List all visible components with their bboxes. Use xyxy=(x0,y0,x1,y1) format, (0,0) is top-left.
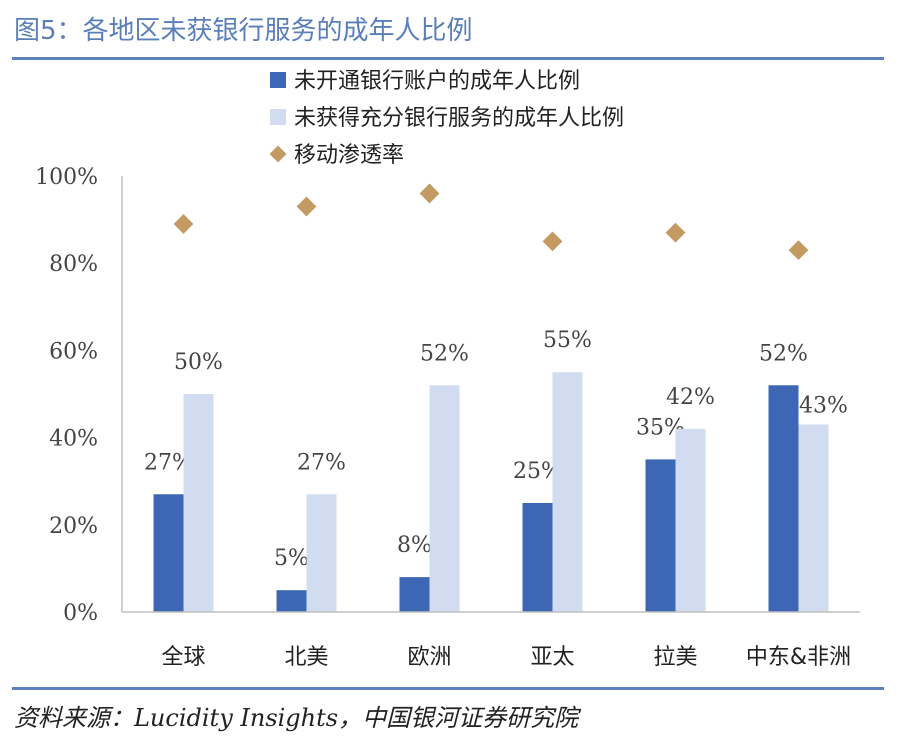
data-label-series2-2: 27% xyxy=(297,450,346,475)
bar-series2-4 xyxy=(552,372,583,612)
bar-series2-1 xyxy=(183,394,214,612)
bar-series1-6 xyxy=(768,385,799,612)
data-label-series2-5: 42% xyxy=(666,385,715,410)
plot-area: 27%50%5%27%8%52%25%55%35%42%52%43% xyxy=(144,183,848,612)
data-label-series2-3: 52% xyxy=(420,341,469,366)
bar-series2-6 xyxy=(798,424,829,612)
x-axis: 全球 北美 欧洲 亚太 拉美 中东&非洲 xyxy=(122,611,860,670)
x-category-label: 中东&非洲 xyxy=(746,645,851,670)
x-category-label: 亚太 xyxy=(530,645,574,670)
y-tick-label: 60% xyxy=(49,339,98,364)
x-category-label: 北美 xyxy=(284,645,328,670)
marker-mobile-penetration-1 xyxy=(173,214,194,234)
data-label-series2-6: 43% xyxy=(799,394,848,419)
y-axis: 0% 20% 40% 60% 80% 100% xyxy=(35,165,123,626)
source-divider xyxy=(12,687,884,690)
data-label-series1-6: 52% xyxy=(759,341,808,366)
source-note: 资料来源：Lucidity Insights，中国银河证券研究院 xyxy=(14,704,579,732)
x-category-label: 全球 xyxy=(161,645,205,670)
bar-series2-5 xyxy=(675,428,706,612)
y-tick-label: 80% xyxy=(49,252,98,277)
legend-label-3: 移动渗透率 xyxy=(294,143,404,168)
marker-mobile-penetration-5 xyxy=(665,222,686,243)
bar-series1-3 xyxy=(399,577,430,612)
figure-title: 图5：各地区未获银行服务的成年人比例 xyxy=(14,16,473,46)
bar-series1-4 xyxy=(522,503,553,612)
y-tick-label: 40% xyxy=(49,427,98,452)
data-label-series1-2: 5% xyxy=(274,546,309,571)
data-label-series2-4: 55% xyxy=(543,328,592,353)
data-label-series2-1: 50% xyxy=(174,350,223,375)
marker-mobile-penetration-2 xyxy=(296,196,317,217)
data-label-series1-3: 8% xyxy=(397,533,432,558)
bar-series2-2 xyxy=(306,494,337,612)
x-category-label: 欧洲 xyxy=(407,645,451,670)
y-tick-label: 0% xyxy=(63,601,98,626)
x-category-label: 拉美 xyxy=(653,645,697,670)
marker-mobile-penetration-4 xyxy=(542,231,563,252)
marker-mobile-penetration-6 xyxy=(788,240,809,261)
y-tick-label: 20% xyxy=(49,514,98,539)
y-tick-label: 100% xyxy=(35,165,98,190)
bar-series2-3 xyxy=(429,385,460,612)
marker-mobile-penetration-3 xyxy=(419,183,440,204)
bar-series1-2 xyxy=(276,590,307,612)
legend-swatch-1 xyxy=(270,72,286,88)
legend-swatch-2 xyxy=(270,109,286,125)
bar-series1-1 xyxy=(153,494,184,612)
legend-label-2: 未获得充分银行服务的成年人比例 xyxy=(294,106,624,131)
title-divider xyxy=(12,57,884,60)
legend-label-1: 未开通银行账户的成年人比例 xyxy=(294,69,580,94)
bar-series1-5 xyxy=(645,459,676,612)
legend-swatch-3 xyxy=(269,145,287,163)
